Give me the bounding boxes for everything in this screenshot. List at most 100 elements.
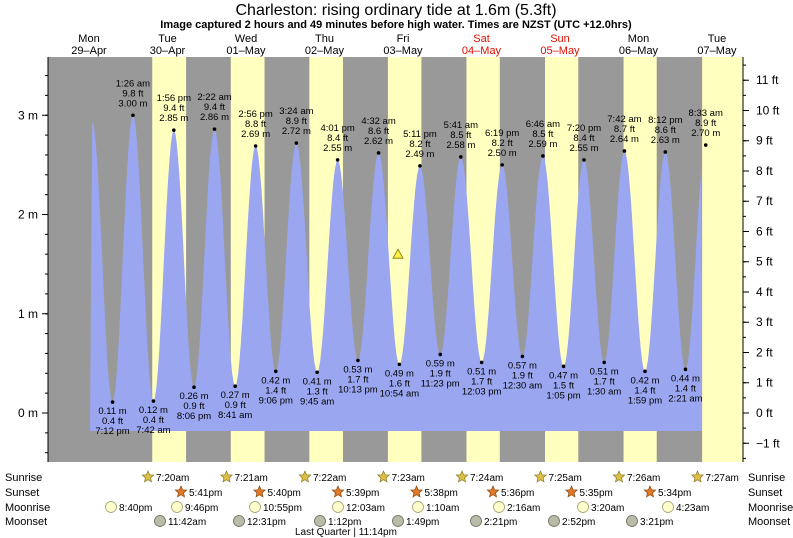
sunset-time: 5:39pm	[346, 488, 379, 499]
moonrise-label-right: Moonrise	[748, 502, 793, 514]
sunset-time: 5:40pm	[268, 488, 301, 499]
tide-label-text: 10:13 pm	[338, 384, 378, 395]
sunrise-label-left: Sunrise	[5, 472, 42, 484]
tide-point	[500, 163, 504, 167]
moonset-time: 3:21pm	[640, 517, 673, 528]
tide-label-text: 1.7 ft	[347, 374, 368, 385]
moonset-event: 1:49pm	[392, 515, 439, 528]
sunrise-event: 7:23am	[376, 470, 425, 484]
tide-label-text: 2.55 m	[569, 143, 598, 154]
tide-label-text: 2.62 m	[364, 136, 393, 147]
sunrise-icon	[298, 470, 312, 483]
tide-point	[643, 369, 647, 374]
left-tick-label: 2 m	[18, 208, 38, 222]
moonset-icon	[233, 515, 245, 527]
right-tick-label: 8 ft	[756, 164, 773, 178]
tide-label-text: 7:12 pm	[95, 426, 129, 437]
tide-label-text: 9:06 pm	[259, 395, 293, 406]
high-tide-label: 5:41 am8.5 ft2.58 m	[444, 120, 478, 159]
tide-label-text: 1.4 ft	[634, 385, 655, 396]
day-date: 01–May	[226, 45, 266, 57]
tide-point	[356, 358, 360, 363]
tide-label-text: 8.2 ft	[492, 138, 513, 149]
tide-label-text: 8.2 ft	[409, 139, 430, 150]
low-tide-label: 0.51 m1.7 ft1:30 am	[587, 360, 621, 397]
sunset-event: 5:41pm	[174, 485, 222, 499]
day-name: Mon	[628, 33, 649, 45]
tide-label-text: 1.4 ft	[265, 385, 286, 396]
tide-label-text: 0.4 ft	[143, 415, 164, 426]
tide-label-text: 1:05 pm	[546, 390, 580, 401]
tide-label-text: 7:42 am	[607, 114, 641, 125]
tide-label-text: 8:12 pm	[648, 115, 682, 126]
tide-label-text: 0.41 m	[303, 376, 332, 387]
sunrise-event: 7:24am	[455, 470, 503, 484]
sunset-icon	[252, 485, 267, 498]
tide-label-text: 0.26 m	[179, 391, 208, 402]
tide-label-text: 0.42 m	[261, 375, 290, 386]
moonset-time: 12:31pm	[247, 517, 286, 528]
sunset-row: Sunset Sunset 5:41pm 5:40pm 5:39pm 5:38pm 5:36…	[5, 485, 782, 499]
sunrise-time: 7:25am	[549, 473, 582, 484]
moonset-icon	[314, 515, 326, 527]
tide-label-text: 12:03 pm	[462, 386, 502, 397]
tide-label-text: 2.72 m	[282, 126, 311, 137]
sunrise-time: 7:22am	[313, 473, 346, 484]
sunset-time: 5:35pm	[580, 488, 613, 499]
low-tide-label: 0.41 m1.3 ft9:45 am	[300, 370, 334, 407]
tide-point	[315, 370, 319, 375]
moonset-label-right: Moonset	[748, 516, 790, 528]
tide-label-text: 0.12 m	[139, 405, 168, 416]
moonrise-icon	[412, 501, 424, 513]
low-tide-label: 0.12 m0.4 ft7:42 am	[136, 399, 171, 436]
tide-label-text: 9.4 ft	[204, 102, 225, 113]
sunrise-event: 7:22am	[298, 470, 346, 484]
moonrise-icon	[105, 501, 117, 513]
right-tick-label: 5 ft	[756, 255, 773, 269]
sunset-event: 5:39pm	[331, 485, 379, 499]
moonrise-time: 4:23am	[676, 503, 709, 514]
right-tick-label: 11 ft	[756, 73, 779, 87]
tide-label-text: 0.4 ft	[102, 416, 123, 427]
tide-point	[418, 164, 422, 168]
moonrise-event: 12:03am	[332, 501, 385, 514]
moonset-event: 12:31pm	[233, 515, 286, 528]
tide-point	[192, 385, 196, 389]
tide-label-text: 2.70 m	[691, 128, 720, 139]
tide-label-text: 3:24 am	[279, 106, 313, 117]
high-tide-label: 7:20 pm8.4 ft2.55 m	[567, 123, 601, 162]
moonrise-time: 8:40pm	[119, 503, 152, 514]
tide-label-text: 8.6 ft	[655, 125, 676, 136]
tide-point	[479, 360, 484, 365]
sunrise-time: 7:20am	[156, 473, 189, 484]
tide-label-text: 2:56 pm	[238, 109, 272, 120]
tide-label-text: 6:19 pm	[485, 128, 519, 139]
day-date: 04–May	[462, 45, 502, 57]
moonrise-event: 4:23am	[662, 501, 709, 514]
tide-label-text: 0.44 m	[671, 373, 700, 384]
tide-label-text: 2.55 m	[323, 143, 352, 154]
sunset-icon	[174, 485, 188, 498]
tide-point	[520, 354, 525, 359]
day-name: Thu	[315, 33, 334, 45]
sunset-event: 5:38pm	[409, 485, 458, 499]
tide-point	[294, 141, 299, 145]
tide-label-text: 2.59 m	[528, 139, 557, 150]
moonrise-time: 12:03am	[346, 503, 385, 514]
moonset-time: 1:12pm	[328, 517, 361, 528]
tide-label-text: 2.63 m	[651, 135, 680, 146]
high-tide-label: 7:42 am8.7 ft2.64 m	[607, 114, 642, 153]
moonrise-time: 1:10am	[426, 503, 459, 514]
moonset-time: 2:52pm	[562, 517, 595, 528]
moonrise-icon	[171, 501, 183, 513]
day-date: 30–Apr	[150, 45, 186, 57]
low-tide-label: 0.42 m1.4 ft1:59 pm	[628, 369, 662, 406]
day-date: 02–May	[305, 45, 345, 57]
tide-label-text: 0.27 m	[221, 390, 250, 401]
moonrise-event: 9:46pm	[171, 501, 218, 514]
moonrise-time: 10:55pm	[263, 503, 302, 514]
sunrise-icon	[141, 470, 155, 483]
sunset-icon	[564, 485, 579, 498]
tide-label-text: 1.7 ft	[594, 376, 615, 387]
